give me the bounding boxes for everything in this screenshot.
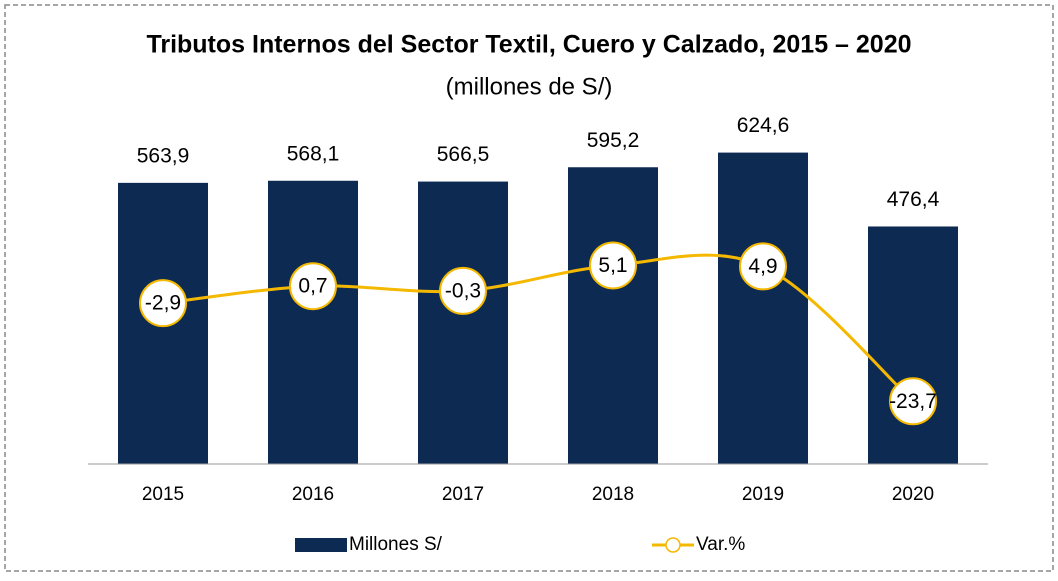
line-marker [589, 241, 637, 290]
bar-value-label: 568,1 [287, 142, 340, 165]
line-marker [439, 266, 487, 315]
line-value-label: -0,3 [445, 279, 481, 302]
bar-value-label: 595,2 [587, 129, 640, 152]
bar [718, 152, 808, 464]
legend-label: Var.% [696, 534, 745, 555]
bar [418, 181, 508, 465]
bar [868, 226, 958, 464]
legend-marker [665, 537, 681, 553]
bar-value-label: 563,9 [137, 144, 190, 167]
x-tick-label: 2017 [442, 484, 484, 505]
x-tick-label: 2016 [292, 484, 334, 505]
line-value-label: -23,7 [889, 390, 937, 413]
legend-swatch [295, 538, 347, 552]
line-value-label: 4,9 [748, 255, 777, 278]
bar-value-label: 566,5 [437, 143, 490, 166]
x-tick-label: 2018 [592, 484, 634, 505]
bar [268, 180, 358, 464]
x-tick-label: 2020 [892, 484, 934, 505]
line-value-label: -2,9 [145, 292, 181, 315]
chart-subtitle: (millones de S/) [446, 73, 613, 100]
legend-label: Millones S/ [349, 534, 443, 555]
x-tick-label: 2015 [142, 484, 184, 505]
line-marker [739, 242, 787, 291]
line-value-label: 0,7 [298, 275, 327, 298]
bar-value-label: 624,6 [737, 114, 790, 137]
bar-value-label: 476,4 [887, 188, 940, 211]
chart-title: Tributos Internos del Sector Textil, Cue… [146, 31, 911, 59]
line-marker [289, 262, 337, 311]
line-marker [889, 377, 937, 426]
bar [568, 167, 658, 464]
x-tick-label: 2019 [742, 484, 784, 505]
line-marker [139, 279, 187, 328]
line-value-label: 5,1 [598, 254, 627, 277]
